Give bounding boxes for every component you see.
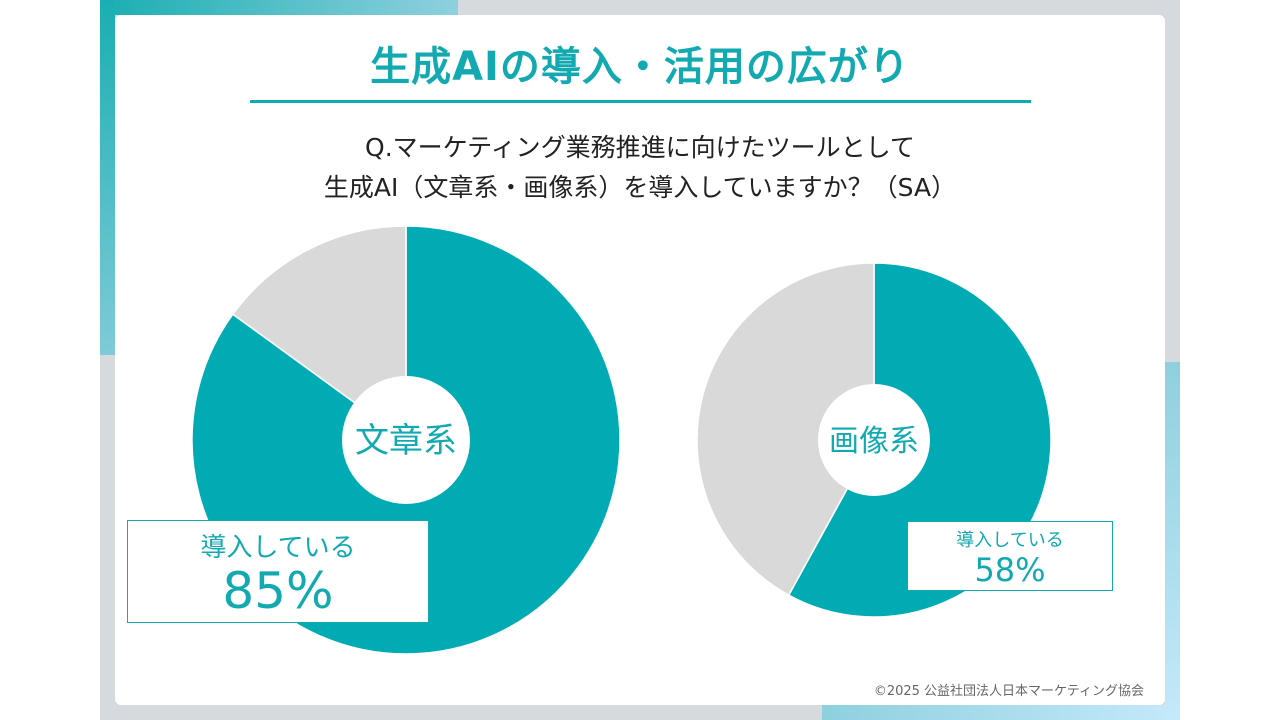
pie-center-label: 画像系 [829,424,919,459]
annotation-value: 85% [222,562,334,620]
annotation-value: 58% [974,551,1046,589]
question-line-2: 生成AI（文章系・画像系）を導入していますか？（SA） [323,173,957,202]
accent-bar [1165,362,1180,720]
annotation-box-text: 導入している 85% [127,520,429,623]
copyright: ©2025 公益社団法人日本マーケティング協会 [873,684,1144,699]
page-title: 生成AIの導入・活用の広がり [370,44,910,90]
question-line-1: Q.マーケティング業務推進に向けたツールとして [365,133,915,162]
accent-bar [822,705,1180,720]
annotation-label: 導入している [200,533,356,563]
pie-slice-other [231,225,407,442]
accent-bar [100,0,458,15]
annotation-box-image: 導入している 58% [907,521,1113,591]
pie-hole [818,384,930,496]
pie-hole [342,376,470,504]
accent-bar [100,0,115,355]
pie-slice-other [696,262,875,597]
title-underline [250,100,1031,103]
annotation-label: 導入している [956,530,1064,551]
pie-center-label: 文章系 [355,421,457,461]
